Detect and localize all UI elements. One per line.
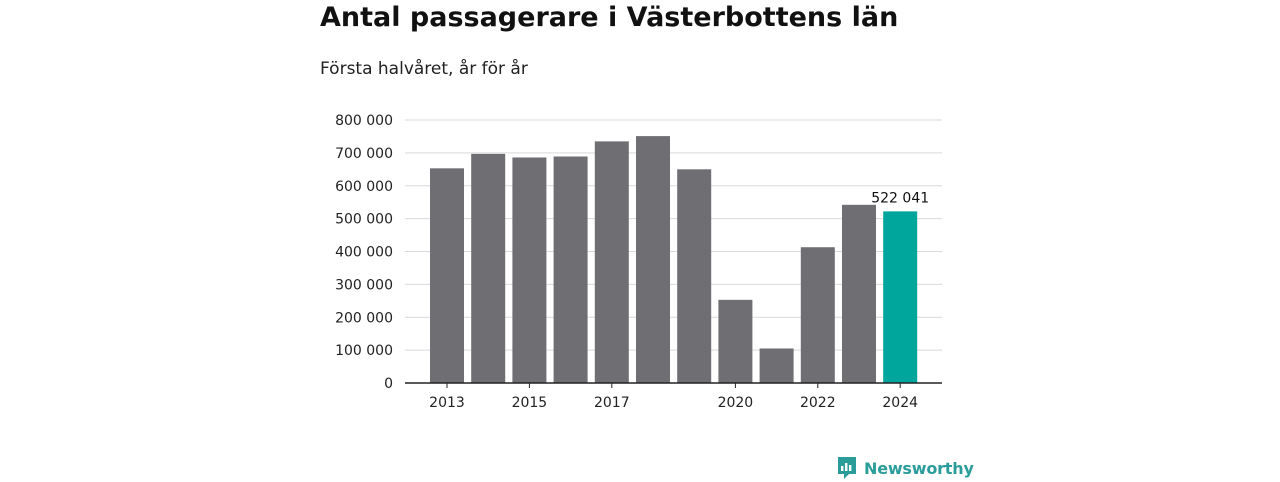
y-tick-label: 400 000 <box>335 245 393 261</box>
x-tick-label: 2020 <box>718 395 754 411</box>
x-tick-label: 2017 <box>594 395 630 411</box>
x-tick-labels: 2013 2015 2017 2020 2022 2024 <box>429 383 918 411</box>
bar <box>842 204 876 383</box>
bar-highlight <box>883 211 918 383</box>
chart-subtitle: Första halvåret, år för år <box>320 59 528 79</box>
data-label: 522 041 <box>871 190 929 206</box>
bar <box>800 247 835 383</box>
bar <box>759 348 794 383</box>
data-labels: 522 041 <box>871 190 929 206</box>
bar <box>430 168 464 383</box>
y-tick-label: 800 000 <box>335 113 393 129</box>
y-tick-label: 300 000 <box>335 277 393 293</box>
y-tick-label: 100 000 <box>335 343 393 359</box>
x-tick-label: 2022 <box>800 395 836 411</box>
y-tick-labels: 0 100 000 200 000 300 000 400 000 500 000 600 … <box>335 113 393 392</box>
y-tick-label: 600 000 <box>335 179 393 195</box>
newsworthy-logo-icon <box>838 457 856 479</box>
y-tick-label: 200 000 <box>335 310 393 326</box>
y-tick-label: 0 <box>384 376 393 392</box>
bar <box>594 141 629 383</box>
x-tick-label: 2015 <box>512 395 548 411</box>
bar <box>677 169 712 383</box>
bar <box>636 136 670 383</box>
brand: Newsworthy <box>836 454 974 482</box>
x-tick-label: 2024 <box>882 395 918 411</box>
bar <box>512 157 547 383</box>
y-tick-label: 700 000 <box>335 146 393 162</box>
bar <box>718 299 753 383</box>
bar <box>471 153 506 383</box>
bars <box>430 136 918 383</box>
bar <box>553 156 588 383</box>
x-tick-label: 2013 <box>429 395 465 411</box>
y-tick-label: 500 000 <box>335 212 393 228</box>
brand-name: Newsworthy <box>864 458 974 478</box>
chart-title: Antal passagerare i Västerbottens län <box>320 2 899 33</box>
